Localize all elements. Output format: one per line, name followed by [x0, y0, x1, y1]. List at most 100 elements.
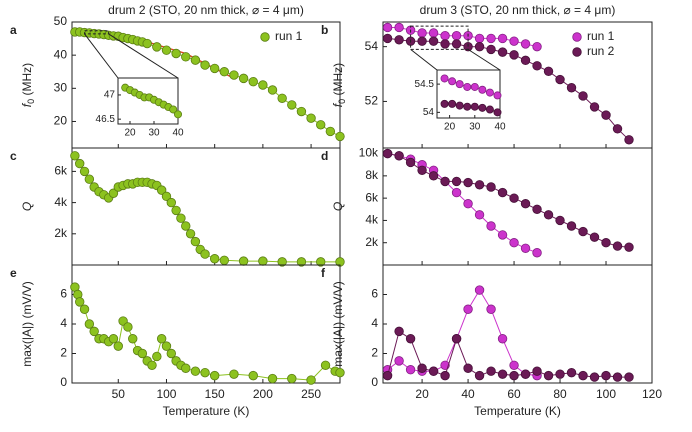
- data-point: [463, 102, 472, 111]
- data-point: [306, 113, 316, 123]
- data-point: [474, 285, 485, 295]
- data-point: [75, 297, 85, 307]
- data-point: [316, 257, 326, 267]
- y-label-symbol: f: [20, 102, 34, 107]
- data-point: [405, 334, 416, 344]
- data-point: [497, 230, 508, 240]
- x-tick-label: 100: [596, 387, 616, 401]
- data-point: [478, 103, 487, 112]
- data-point: [497, 187, 508, 198]
- data-point: [532, 61, 542, 71]
- data-point: [79, 304, 90, 314]
- data-point: [509, 370, 519, 381]
- data-point: [123, 322, 133, 332]
- data-point: [209, 254, 220, 264]
- data-point: [493, 108, 502, 117]
- data-point: [277, 257, 287, 267]
- data-point: [612, 124, 623, 134]
- panel-label: c: [10, 149, 17, 163]
- data-point: [79, 166, 90, 177]
- data-point: [258, 256, 268, 266]
- data-point: [455, 80, 464, 89]
- inset-x-tick-label: 20: [444, 122, 456, 133]
- data-point: [142, 38, 152, 49]
- data-point: [486, 366, 496, 376]
- series-line: [74, 155, 340, 263]
- series-line: [387, 153, 538, 254]
- y-tick-label: 4: [60, 316, 67, 330]
- data-point: [176, 213, 186, 223]
- data-point: [248, 76, 258, 87]
- data-point: [543, 210, 554, 220]
- x-tick-label: 200: [253, 387, 273, 401]
- data-point: [451, 39, 462, 49]
- data-point: [455, 101, 464, 110]
- inset-x-tick-label: 40: [494, 122, 506, 133]
- series-line: [387, 153, 630, 248]
- data-point: [248, 370, 258, 381]
- data-point: [156, 334, 167, 344]
- data-point: [417, 165, 427, 175]
- y-tick-label: 8k: [365, 168, 379, 182]
- data-point: [219, 255, 230, 266]
- data-point: [190, 366, 201, 376]
- inset-y-tick-label: 46.5: [96, 114, 116, 125]
- inset-x-tick-label: 30: [469, 122, 481, 133]
- data-point: [229, 369, 239, 379]
- data-point: [509, 36, 519, 46]
- data-point: [382, 33, 393, 44]
- x-tick-label: 250: [301, 387, 321, 401]
- data-point: [238, 73, 249, 84]
- data-point: [532, 41, 542, 52]
- data-point: [486, 182, 496, 192]
- data-point: [200, 367, 210, 378]
- y-tick-label: 2: [371, 346, 378, 360]
- data-point: [532, 204, 542, 214]
- data-point: [417, 363, 427, 373]
- data-point: [532, 248, 542, 258]
- data-point: [578, 370, 588, 381]
- data-point: [335, 131, 345, 142]
- data-point: [509, 193, 519, 203]
- data-point: [394, 151, 404, 161]
- y-tick-label: 10k: [359, 146, 379, 160]
- data-point: [382, 370, 393, 381]
- y-label-unit: (MHz): [331, 63, 345, 99]
- data-point: [161, 191, 172, 202]
- y-tick-label: 2k: [365, 235, 379, 249]
- data-point: [589, 372, 600, 382]
- data-point: [486, 221, 496, 231]
- data-point: [181, 221, 191, 231]
- data-point: [509, 360, 519, 371]
- zoom-connector: [84, 33, 119, 79]
- data-point: [394, 35, 404, 45]
- data-point: [440, 39, 450, 49]
- legend-label: run 1: [275, 29, 303, 43]
- data-point: [448, 99, 457, 108]
- data-point: [394, 326, 404, 337]
- data-point: [137, 348, 148, 359]
- x-tick-label: 40: [461, 387, 475, 401]
- data-point: [405, 365, 416, 375]
- data-point: [478, 85, 487, 94]
- series-line: [74, 286, 341, 381]
- data-point: [520, 243, 531, 253]
- y-axis-label: Q: [331, 202, 345, 211]
- legend-marker: [260, 32, 270, 42]
- y-axis-label: f0 (MHz): [331, 63, 347, 107]
- data-point: [335, 367, 345, 378]
- data-point: [394, 22, 404, 33]
- data-point: [485, 88, 494, 97]
- data-point: [470, 102, 479, 111]
- data-point: [612, 241, 623, 251]
- data-point: [474, 33, 485, 44]
- panel-label: d: [321, 149, 328, 163]
- inset-y-tick-label: 54: [423, 107, 435, 118]
- y-axis-label: Q: [20, 202, 34, 211]
- y-tick-label: 40: [54, 47, 68, 61]
- inset-x-tick-label: 20: [124, 128, 136, 139]
- legend-marker: [572, 47, 582, 57]
- data-point: [171, 205, 181, 216]
- data-point: [108, 188, 119, 198]
- data-point: [173, 110, 182, 119]
